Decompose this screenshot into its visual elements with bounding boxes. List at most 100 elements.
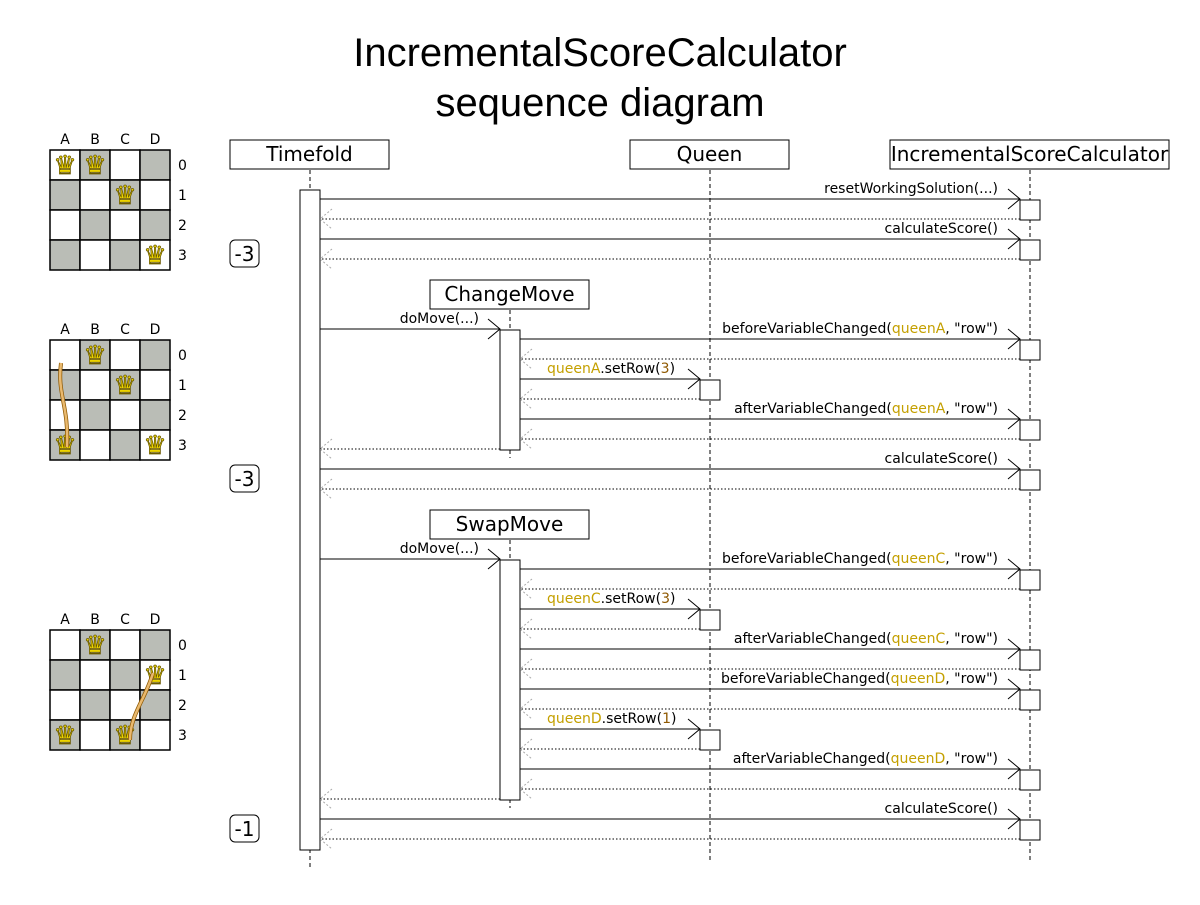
- arrowhead-icon: [519, 578, 533, 600]
- arrowhead-icon: [519, 428, 533, 450]
- message-text: , "row"): [945, 551, 998, 567]
- queen-icon: ♛: [83, 631, 106, 661]
- message-text: .setRow(: [600, 361, 660, 377]
- queen-icon: ♛: [113, 371, 136, 401]
- message-text: .setRow(: [602, 711, 662, 727]
- message-label: doMove(...): [400, 311, 479, 327]
- message-text: beforeVariableChanged(: [722, 321, 892, 337]
- message-text: ): [670, 361, 675, 377]
- arrowhead-icon: [687, 368, 701, 390]
- score-badge: -3: [229, 464, 260, 493]
- message-label: afterVariableChanged(queenA, "row"): [734, 401, 998, 417]
- participant-isc-label: IncrementalScoreCalculator: [891, 142, 1169, 166]
- column-label: A: [60, 612, 70, 628]
- score-badge: -3: [229, 239, 260, 268]
- row-label: 0: [178, 158, 187, 174]
- row-label: 2: [178, 218, 187, 234]
- arrowhead-icon: [687, 718, 701, 740]
- message-text: calculateScore(): [885, 801, 998, 817]
- row-label: 1: [178, 668, 187, 684]
- participant-changemove-box: [429, 279, 590, 310]
- score-value: -3: [235, 467, 255, 491]
- participant-queen-box: [629, 139, 790, 170]
- board-square: [109, 209, 141, 241]
- participant-queen: Queen: [629, 139, 790, 170]
- arrowhead-icon: [519, 658, 533, 680]
- message-label: calculateScore(): [885, 451, 998, 467]
- column-label: C: [120, 612, 130, 628]
- title-line-1: IncrementalScoreCalculator: [353, 31, 847, 75]
- board-square: [139, 429, 171, 461]
- board-square: [139, 149, 171, 181]
- row-label: 0: [178, 348, 187, 364]
- board-square: [139, 369, 171, 401]
- execution-box: [1019, 199, 1041, 221]
- score-value: -3: [235, 242, 255, 266]
- message-label: queenA.setRow(3): [547, 361, 675, 377]
- message-variable: queenC: [892, 631, 946, 647]
- arrowhead-icon: [1007, 408, 1021, 430]
- participant-timefold: Timefold: [229, 139, 390, 170]
- column-label: C: [120, 132, 130, 148]
- queen-icon: ♛: [53, 721, 76, 751]
- board-square: [139, 629, 171, 661]
- column-label: A: [60, 322, 70, 338]
- execution-box: [1019, 569, 1041, 591]
- arrowhead-icon: [519, 618, 533, 640]
- board-square: [79, 719, 111, 751]
- board-square: [49, 369, 81, 401]
- changemove-activation: [499, 329, 521, 451]
- title-line-2: sequence diagram: [435, 81, 764, 125]
- execution-box: [699, 609, 721, 631]
- message-text: , "row"): [945, 671, 998, 687]
- message-text: ): [671, 711, 676, 727]
- arrowhead-icon: [1007, 758, 1021, 780]
- arrowhead-icon: [319, 478, 333, 500]
- execution-box: [1019, 689, 1041, 711]
- score-value: -1: [235, 817, 255, 841]
- execution-box: [1019, 239, 1041, 261]
- execution-box: [1019, 339, 1041, 361]
- column-label: D: [150, 612, 161, 628]
- message-variable: queenA: [892, 401, 946, 417]
- participant-timefold-box: [229, 139, 390, 170]
- message-label: calculateScore(): [885, 801, 998, 817]
- message-text: doMove(...): [400, 311, 479, 327]
- board-square: [109, 239, 141, 271]
- board-square: [79, 689, 111, 721]
- arrowhead-icon: [519, 388, 533, 410]
- message-label: queenD.setRow(1): [547, 711, 676, 727]
- board-square: [139, 239, 171, 271]
- row-label: 3: [178, 728, 187, 744]
- message-label: queenC.setRow(3): [547, 591, 675, 607]
- arrowhead-icon: [1007, 808, 1021, 830]
- participant-isc: IncrementalScoreCalculator: [889, 139, 1170, 170]
- arrowhead-icon: [1007, 558, 1021, 580]
- queen-icon: ♛: [53, 431, 76, 461]
- message-value: 1: [662, 711, 671, 727]
- move-arrow-icon: [128, 672, 155, 741]
- message-variable: queenC: [892, 551, 946, 567]
- message-text: .setRow(: [601, 591, 661, 607]
- message-label: resetWorkingSolution(...): [824, 181, 998, 197]
- message-text: ): [670, 591, 675, 607]
- sequence: Timefold Queen IncrementalScoreCalculator C…: [229, 139, 1170, 870]
- message-variable: queenD: [891, 671, 946, 687]
- score-badge: -1: [229, 814, 260, 843]
- arrowhead-icon: [1007, 188, 1021, 210]
- message-text: , "row"): [945, 631, 998, 647]
- message-label: beforeVariableChanged(queenD, "row"): [721, 671, 998, 687]
- arrowhead-icon: [319, 248, 333, 270]
- board-square: [49, 429, 81, 461]
- board-square: [49, 659, 81, 691]
- swapmove-activation: [499, 559, 521, 801]
- participant-swapmove-label: SwapMove: [456, 512, 564, 536]
- arrowhead-icon: [487, 318, 501, 340]
- column-label: B: [90, 132, 100, 148]
- participant-timefold-label: Timefold: [265, 142, 352, 166]
- participant-changemove: ChangeMove: [429, 279, 590, 310]
- row-label: 3: [178, 438, 187, 454]
- message-label: calculateScore(): [885, 221, 998, 237]
